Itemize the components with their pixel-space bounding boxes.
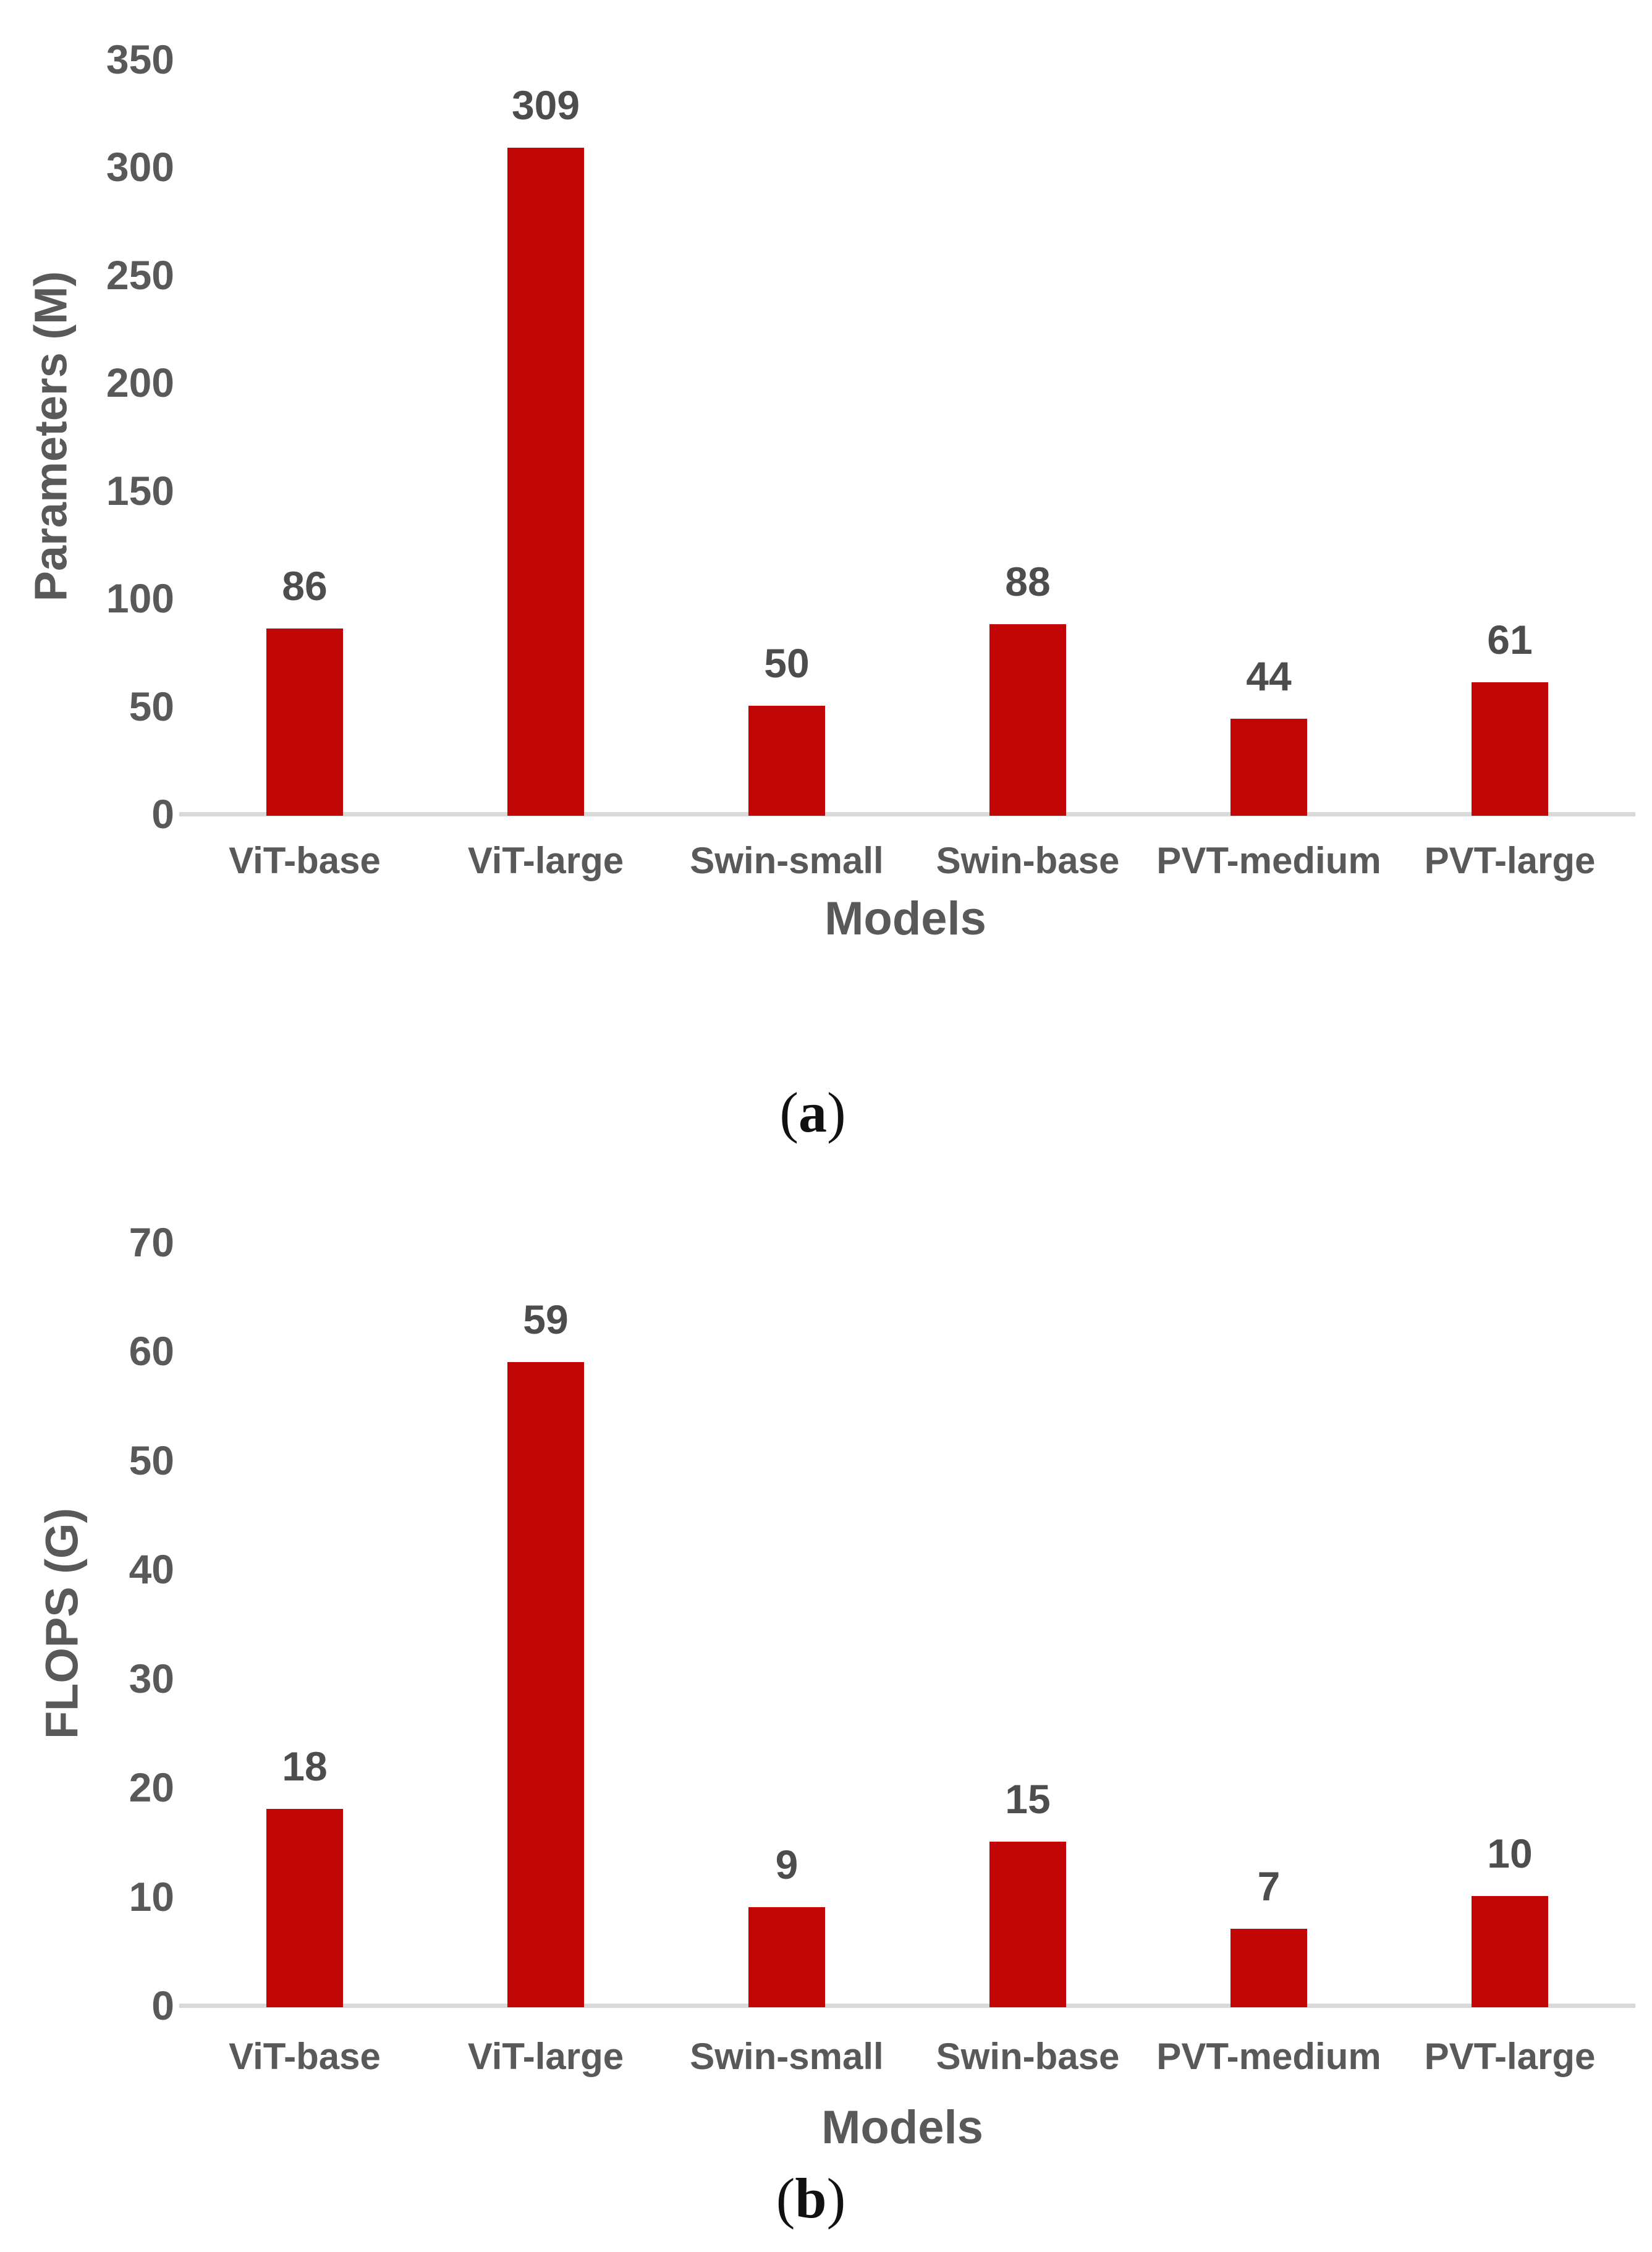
bar-swin-base bbox=[989, 1842, 1066, 2007]
caption-b-close: ) bbox=[826, 2167, 846, 2230]
bar-vit-large bbox=[507, 1362, 584, 2007]
data-label-swin-small: 9 bbox=[775, 1842, 798, 1887]
y-tick-label-10: 10 bbox=[129, 1873, 174, 1920]
y-tick-label-150: 150 bbox=[106, 467, 174, 514]
caption-b: (b) bbox=[687, 2164, 934, 2232]
data-label-vit-large: 59 bbox=[523, 1297, 569, 1342]
category-label-vit-large: ViT-large bbox=[467, 2036, 624, 2077]
data-label-vit-large: 309 bbox=[511, 82, 580, 128]
y-axis-title-parameters: Parameters (M) bbox=[25, 271, 77, 602]
y-tick-label-250: 250 bbox=[106, 252, 174, 298]
data-label-pvt-large: 10 bbox=[1487, 1831, 1533, 1876]
y-tick-label-300: 300 bbox=[106, 144, 174, 190]
category-label-pvt-large: PVT-large bbox=[1424, 840, 1596, 881]
x-axis-title-models: Models bbox=[821, 2101, 983, 2154]
bar-vit-large bbox=[507, 148, 584, 816]
data-label-pvt-medium: 7 bbox=[1257, 1863, 1281, 1909]
bar-swin-base bbox=[989, 624, 1066, 816]
bar-swin-small bbox=[748, 1907, 825, 2007]
category-label-vit-base: ViT-base bbox=[229, 840, 381, 881]
bar-pvt-medium bbox=[1231, 719, 1307, 816]
y-tick-label-0: 0 bbox=[151, 1983, 174, 2028]
data-label-swin-base: 88 bbox=[1005, 559, 1051, 604]
data-label-pvt-large: 61 bbox=[1487, 617, 1533, 662]
y-tick-label-40: 40 bbox=[129, 1546, 174, 1592]
y-tick-label-100: 100 bbox=[106, 575, 174, 621]
data-label-swin-small: 50 bbox=[764, 640, 810, 686]
bar-pvt-large bbox=[1472, 1896, 1548, 2007]
data-label-pvt-medium: 44 bbox=[1246, 653, 1292, 699]
y-tick-label-50: 50 bbox=[129, 1437, 174, 1483]
y-tick-label-70: 70 bbox=[129, 1219, 174, 1265]
y-tick-label-350: 350 bbox=[106, 36, 174, 82]
caption-a-close: ) bbox=[827, 1081, 846, 1144]
y-tick-label-20: 20 bbox=[129, 1764, 174, 1810]
category-label-vit-base: ViT-base bbox=[229, 2036, 381, 2077]
caption-b-open: ( bbox=[776, 2167, 795, 2230]
category-label-vit-large: ViT-large bbox=[467, 840, 624, 881]
bar-vit-base bbox=[266, 1809, 343, 2007]
category-label-swin-base: Swin-base bbox=[936, 840, 1120, 881]
caption-a: (a) bbox=[689, 1078, 936, 1146]
data-label-swin-base: 15 bbox=[1005, 1776, 1051, 1822]
category-label-pvt-medium: PVT-medium bbox=[1156, 2036, 1381, 2077]
y-tick-label-60: 60 bbox=[129, 1328, 174, 1374]
category-label-pvt-medium: PVT-medium bbox=[1156, 840, 1381, 881]
data-label-vit-base: 18 bbox=[282, 1743, 328, 1789]
y-axis-title-flops: FLOPS (G) bbox=[36, 1507, 88, 1740]
caption-a-open: ( bbox=[779, 1081, 798, 1144]
caption-a-letter: a bbox=[798, 1081, 827, 1144]
y-tick-label-30: 30 bbox=[129, 1655, 174, 1701]
caption-b-letter: b bbox=[795, 2167, 827, 2230]
y-tick-label-50: 50 bbox=[129, 683, 174, 729]
category-label-swin-small: Swin-small bbox=[690, 2036, 884, 2077]
category-label-swin-base: Swin-base bbox=[936, 2036, 1120, 2077]
bar-pvt-medium bbox=[1231, 1929, 1307, 2007]
category-label-pvt-large: PVT-large bbox=[1424, 2036, 1596, 2077]
x-axis-title-models: Models bbox=[824, 892, 986, 945]
x-axis-line bbox=[179, 812, 1635, 816]
bar-vit-base bbox=[266, 629, 343, 816]
y-tick-label-0: 0 bbox=[151, 791, 174, 837]
bar-pvt-large bbox=[1472, 682, 1548, 816]
category-label-swin-small: Swin-small bbox=[690, 840, 884, 881]
y-tick-label-200: 200 bbox=[106, 360, 174, 405]
bar-swin-small bbox=[748, 706, 825, 816]
data-label-vit-base: 86 bbox=[282, 563, 328, 609]
x-axis-line bbox=[179, 2004, 1635, 2008]
